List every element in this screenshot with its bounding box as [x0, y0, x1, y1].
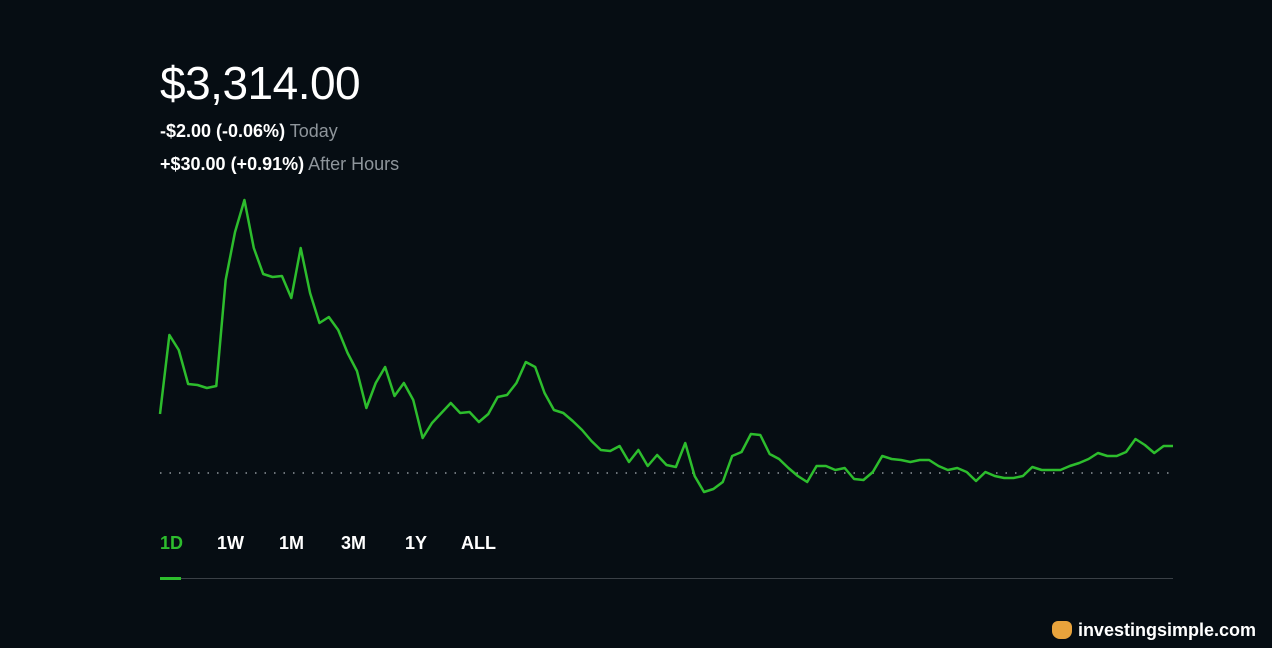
price: $3,314.00: [160, 57, 361, 109]
range-tab[interactable]: 1Y: [405, 533, 428, 553]
range-tab[interactable]: 1D: [160, 533, 184, 553]
range-tab[interactable]: 1W: [217, 533, 244, 553]
watermark: investingsimple.com: [1051, 620, 1256, 641]
range-tab[interactable]: ALL: [461, 533, 496, 553]
change: +$30.00 (+0.91%): [160, 154, 305, 174]
change-label: Today: [289, 121, 338, 141]
change-label: After Hours: [308, 154, 400, 174]
active-tab-indicator: [160, 577, 181, 580]
change: -$2.00 (-0.06%): [160, 121, 286, 141]
range-tab[interactable]: 1M: [279, 533, 305, 553]
range-tab[interactable]: 3M: [341, 533, 367, 553]
logo-icon: [1051, 621, 1072, 639]
price-line: [158, 198, 1173, 494]
today-change: -$2.00 (-0.06%) Today: [160, 121, 338, 142]
after-hours-change: +$30.00 (+0.91%) After Hours: [160, 154, 399, 175]
watermark-text: investingsimple.com: [1077, 620, 1256, 640]
